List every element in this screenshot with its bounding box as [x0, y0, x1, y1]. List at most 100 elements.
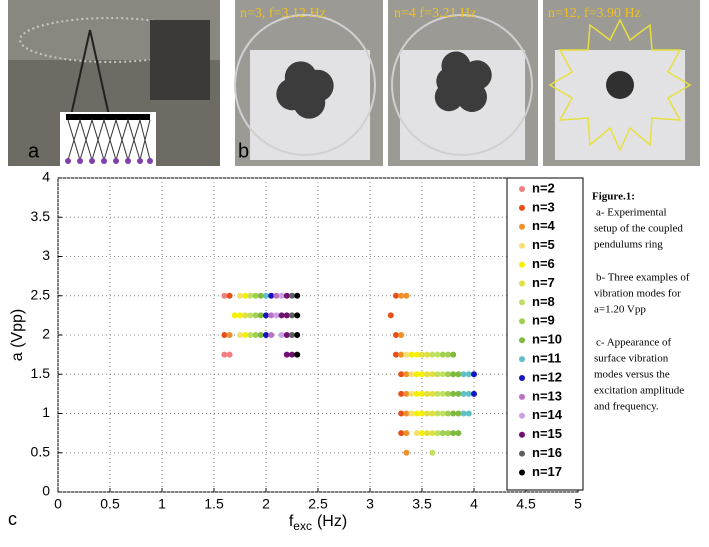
caption-line: excitation amplitude [594, 385, 684, 397]
point [398, 390, 405, 397]
legend-label: n=11 [532, 351, 561, 366]
point [221, 351, 228, 358]
point [465, 390, 472, 397]
point [278, 292, 285, 299]
caption-line: a=1.20 Vpp [594, 304, 646, 316]
y-tick-label: 1.5 [31, 365, 51, 381]
point [242, 332, 249, 338]
point [439, 430, 446, 437]
point [257, 332, 264, 338]
photo-a [8, 0, 220, 166]
point [429, 430, 436, 437]
point [294, 312, 301, 319]
point [393, 292, 399, 299]
point [268, 312, 275, 319]
photo-b1 [234, 0, 383, 166]
point [419, 371, 425, 378]
caption-line: a- Experimental [596, 207, 667, 219]
x-axis-label-main: f [289, 513, 294, 530]
point [450, 371, 457, 378]
point [450, 430, 457, 437]
point [398, 292, 405, 299]
point [465, 371, 472, 378]
caption-line: modes versus the [594, 369, 670, 381]
legend-marker [519, 223, 525, 230]
point [429, 351, 436, 358]
point [398, 430, 405, 437]
point [455, 371, 462, 378]
point [419, 351, 425, 358]
x-tick-label: 4.5 [516, 496, 536, 512]
point [439, 351, 446, 358]
point [434, 430, 441, 437]
point [465, 410, 472, 417]
point [460, 371, 467, 378]
point [231, 312, 238, 319]
point [460, 390, 467, 397]
point [403, 430, 410, 437]
legend-marker [519, 431, 525, 438]
legend-label: n=14 [532, 407, 563, 422]
panel-label: c [8, 509, 17, 529]
legend-box [506, 177, 584, 491]
point [289, 351, 295, 358]
x-tick-label: 2 [262, 496, 270, 512]
point [278, 312, 285, 319]
x-tick-label: 1 [158, 496, 166, 512]
point [445, 371, 451, 378]
x-tick-label: 1.5 [204, 496, 224, 512]
point [424, 410, 431, 417]
point [429, 390, 436, 397]
point [408, 351, 415, 358]
point [445, 410, 451, 417]
panel-label: b [238, 140, 249, 162]
point [413, 371, 420, 378]
point [424, 371, 431, 378]
x-tick-label: 2.5 [308, 496, 328, 512]
point [278, 332, 285, 338]
photo-b2 [388, 0, 538, 166]
point [226, 332, 233, 338]
legend-marker [519, 299, 525, 306]
point [455, 390, 462, 397]
legend-marker [519, 393, 525, 400]
point [429, 449, 436, 456]
point [247, 332, 254, 338]
photo-b3 [543, 0, 700, 166]
point [445, 390, 451, 397]
point [403, 390, 410, 397]
legend-label: n=3 [532, 199, 555, 214]
y-tick-label: 1 [42, 404, 50, 420]
y-tick-label: 3 [42, 247, 50, 263]
y-tick-label: 0 [42, 483, 50, 499]
point [237, 292, 243, 299]
point [429, 371, 436, 378]
point [424, 351, 431, 358]
legend-label: n=10 [532, 332, 562, 347]
x-axis-label: fexc (Hz) [289, 513, 347, 533]
photo-caption: n=12, f=3.90 Hz [548, 6, 641, 21]
point [413, 351, 420, 358]
caption: Figure.1: a- Experimental setup of the cou… [592, 191, 690, 413]
caption-line: surface vibration [594, 353, 669, 365]
point [242, 312, 249, 319]
point [263, 312, 269, 319]
y-axis-label: a (Vpp) [9, 309, 26, 361]
point [445, 430, 451, 437]
point [252, 332, 259, 338]
point [252, 312, 259, 319]
y-tick-label: 2.5 [31, 286, 51, 302]
point [283, 332, 290, 338]
point [413, 430, 420, 437]
point [263, 292, 269, 299]
point [247, 312, 254, 319]
point [408, 390, 415, 397]
legend-label: n=16 [532, 445, 562, 460]
point [237, 332, 243, 338]
point [403, 292, 410, 299]
point [419, 410, 425, 417]
point [439, 371, 446, 378]
point [273, 312, 280, 319]
legend-marker [519, 375, 525, 381]
point [408, 371, 415, 378]
